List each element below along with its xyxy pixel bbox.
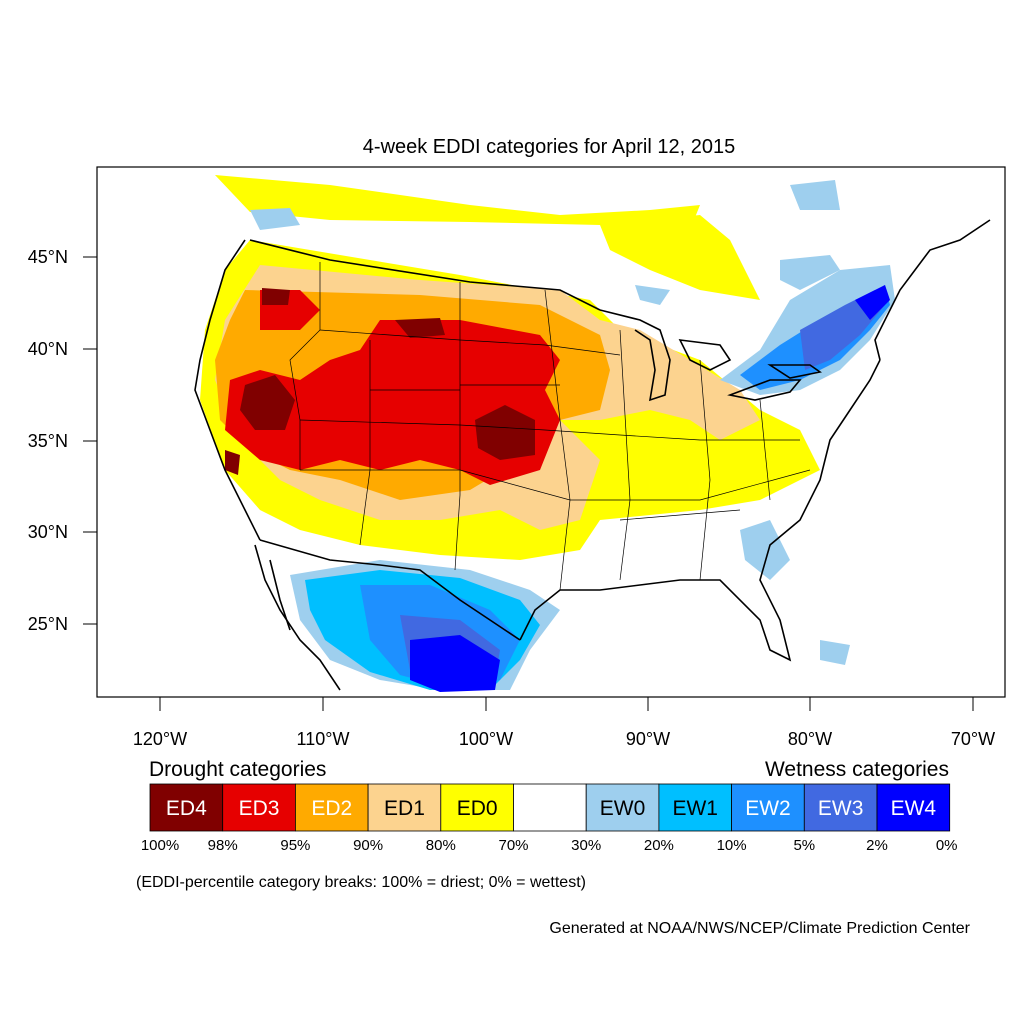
map-title: 4-week EDDI categories for April 12, 201… (363, 136, 735, 158)
longitude-axis (159, 697, 974, 711)
lon-label-100w: 100°W (459, 729, 513, 749)
legend-label-ed0: ED0 (457, 797, 498, 820)
legend-label-ed1: ED1 (384, 797, 425, 820)
legend-break-5: 70% (498, 837, 528, 854)
wetness-categories-heading: Wetness categories (765, 758, 949, 781)
legend-break-7: 20% (644, 837, 674, 854)
legend-swatch-ed0 (440, 783, 514, 832)
legend-swatch-ed3 (222, 783, 296, 832)
legend-label-ew4: EW4 (891, 797, 937, 820)
lat-label-30: 30°N (28, 522, 68, 542)
legend-break-9: 5% (793, 837, 815, 854)
legend-color-bar: ED4 ED3 ED2 ED1 ED0 EW0 EW1 EW2 EW3 EW4 (149, 783, 951, 832)
lat-label-25: 25°N (28, 614, 68, 634)
legend-break-6: 30% (571, 837, 601, 854)
boundary-lines (194, 219, 991, 691)
legend-label-ew3: EW3 (818, 797, 864, 820)
map-frame (96, 166, 1006, 698)
legend-swatch-ew4 (876, 783, 951, 832)
credit-line: Generated at NOAA/NWS/NCEP/Climate Predi… (549, 920, 970, 937)
legend-label-ed3: ED3 (239, 797, 280, 820)
lon-label-70w: 70°W (951, 729, 995, 749)
legend-label-ew0: EW0 (600, 797, 646, 820)
lat-label-40: 40°N (28, 339, 68, 359)
lat-label-35: 35°N (28, 431, 68, 451)
legend-swatch-normal (513, 783, 587, 832)
state-lines (289, 262, 811, 591)
legend-label-ed2: ED2 (311, 797, 352, 820)
category-breaks-note: (EDDI-percentile category breaks: 100% =… (136, 874, 586, 891)
lon-label-80w: 80°W (788, 729, 832, 749)
legend-break-8: 10% (717, 837, 747, 854)
lon-label-90w: 90°W (626, 729, 670, 749)
legend-swatch-ew1 (658, 783, 733, 832)
legend-swatch-ed4 (149, 783, 224, 832)
legend-label-ed4: ED4 (166, 797, 207, 820)
legend-label-ew2: EW2 (745, 797, 791, 820)
legend-break-1: 98% (208, 837, 238, 854)
lon-label-110w: 110°W (297, 729, 350, 749)
legend-swatch-ew3 (803, 783, 878, 832)
lat-label-45: 45°N (28, 247, 68, 267)
legend-swatch-ed2 (294, 783, 369, 832)
legend-break-2: 95% (280, 837, 310, 854)
latitude-axis (83, 256, 97, 625)
legend-percent-breaks: 100% 98% 95% 90% 80% 70% 30% 20% 10% 5% 2% 0% (141, 837, 958, 854)
lon-label-120w: 120°W (133, 729, 187, 749)
category-fill-layer (200, 175, 895, 692)
legend-break-0: 100% (141, 837, 179, 854)
map-panel (97, 167, 1005, 697)
legend-break-10: 2% (866, 837, 888, 854)
drought-categories-heading: Drought categories (149, 758, 326, 781)
legend-break-11: 0% (936, 837, 958, 854)
legend-break-4: 80% (426, 837, 456, 854)
legend-break-3: 90% (353, 837, 383, 854)
legend-swatch-ew2 (731, 783, 805, 832)
legend-swatch-ed1 (367, 783, 442, 832)
legend-label-ew1: EW1 (672, 797, 718, 820)
